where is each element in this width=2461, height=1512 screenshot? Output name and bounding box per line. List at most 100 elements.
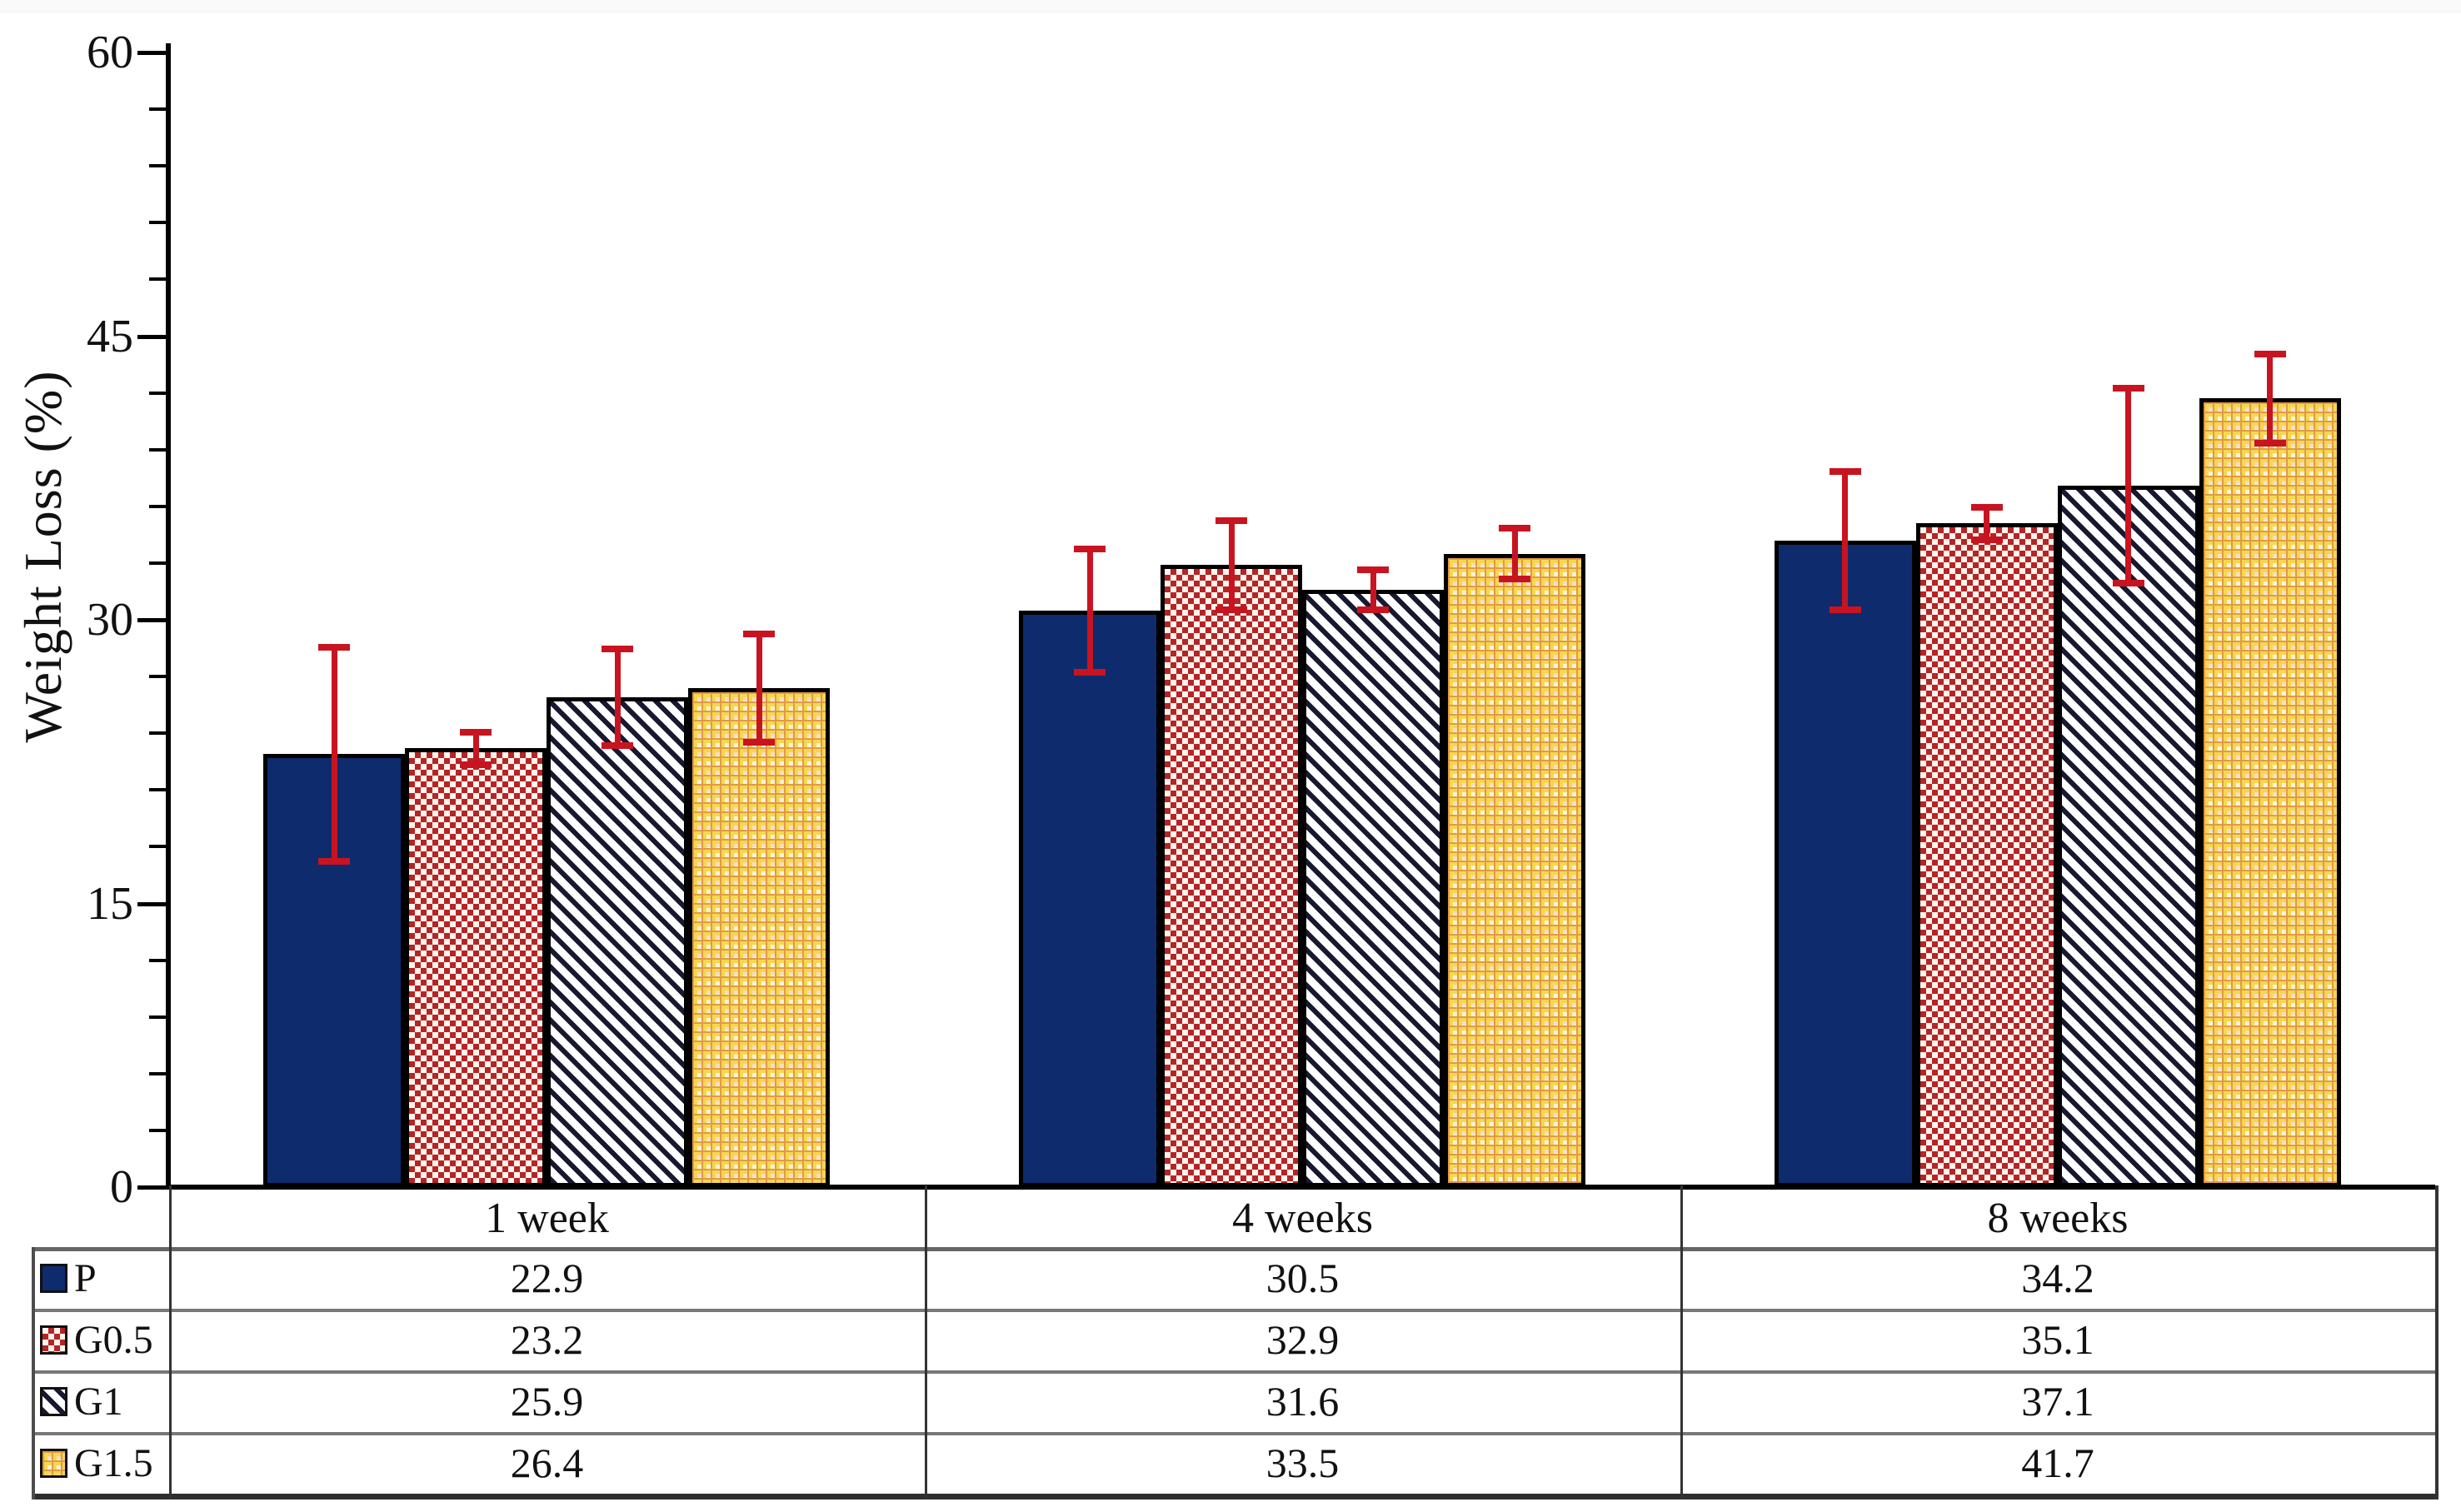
value-cell-G1-8-weeks: 37.1 [2021, 1378, 2094, 1425]
error-bar-cap-top-G1-1-week [602, 646, 634, 653]
error-bar-cap-bottom-G1-8-weeks [2112, 579, 2144, 586]
table-horizontal-line [32, 1309, 2439, 1312]
y-tick-9 [149, 1015, 166, 1019]
bar-P-8-weeks [1774, 540, 1916, 1187]
value-cell-G1.5-1-week: 26.4 [510, 1440, 584, 1486]
error-bar-line-G1-4-weeks [1370, 568, 1376, 611]
error-bar-cap-bottom-G0.5-1-week [460, 761, 492, 768]
error-bar-cap-bottom-G0.5-8-weeks [1970, 536, 2003, 543]
error-bar-cap-top-G1-4-weeks [1357, 566, 1389, 573]
error-bar-cap-bottom-G1-1-week [602, 742, 634, 750]
category-divider [1680, 1185, 1683, 1247]
table-horizontal-line [32, 1432, 2439, 1435]
error-bar-cap-bottom-P-8-weeks [1829, 606, 1861, 613]
value-cell-P-4-weeks: 30.5 [1265, 1255, 1340, 1301]
legend-swatch-G0.5 [40, 1325, 67, 1355]
value-cell-G0.5-8-weeks: 35.1 [2021, 1316, 2094, 1363]
error-bar-cap-bottom-G1-4-weeks [1357, 606, 1389, 613]
error-bar-line-G1-8-weeks [2125, 387, 2132, 584]
y-tick-3 [149, 1128, 166, 1132]
y-tick-45 [137, 334, 166, 339]
category-divider [169, 1185, 172, 1247]
legend-swatch-P [40, 1263, 67, 1293]
page-top-strip [0, 0, 2461, 12]
error-bar-cap-top-G1-8-weeks [2112, 384, 2144, 392]
legend-cell-G1.5: G1.5 [32, 1432, 169, 1494]
legend-cell-P: P [32, 1247, 169, 1309]
error-bar-cap-top-G1.5-8-weeks [2254, 350, 2286, 357]
table-vertical-line [1680, 1247, 1683, 1500]
table-vertical-line [169, 1247, 172, 1500]
error-bar-cap-bottom-G0.5-4-weeks [1216, 606, 1247, 613]
series-label-G1: G1 [74, 1379, 123, 1424]
category-label-8-weeks: 8 weeks [1987, 1195, 2129, 1242]
error-bar-line-P-4-weeks [1086, 547, 1093, 673]
table-vertical-line [32, 1247, 35, 1500]
error-bar-cap-top-G1.5-4-weeks [1499, 524, 1530, 531]
table-horizontal-line [32, 1494, 2439, 1500]
y-tick-12 [149, 958, 166, 962]
error-bar-cap-bottom-G1.5-8-weeks [2254, 439, 2286, 447]
table-vertical-line [2435, 1247, 2439, 1500]
y-tick-54 [149, 164, 166, 168]
value-cell-G1.5-8-weeks: 41.7 [2021, 1440, 2094, 1486]
bar-G0.5-4-weeks [1161, 565, 1302, 1187]
y-tick-label-0: 0 [110, 1161, 133, 1213]
y-tick-label-15: 15 [87, 877, 133, 930]
legend-cell-G0.5: G0.5 [32, 1309, 169, 1370]
value-cell-P-8-weeks: 34.2 [2021, 1255, 2094, 1301]
value-cell-G1.5-4-weeks: 33.5 [1265, 1440, 1340, 1486]
error-bar-cap-bottom-P-1-week [318, 857, 351, 865]
y-tick-15 [137, 901, 166, 906]
series-label-G1.5: G1.5 [74, 1440, 153, 1485]
y-tick-39 [149, 447, 166, 452]
bar-G1-1-week [547, 697, 689, 1187]
error-bar-cap-top-G1.5-1-week [743, 630, 776, 637]
y-tick-27 [149, 675, 166, 679]
y-tick-30 [137, 618, 166, 622]
bar-G0.5-1-week [405, 748, 547, 1187]
error-bar-cap-bottom-P-4-weeks [1074, 668, 1106, 676]
error-bar-line-G1.5-1-week [756, 632, 762, 743]
series-label-P: P [74, 1255, 97, 1300]
table-horizontal-line [32, 1247, 2439, 1251]
y-tick-6 [149, 1071, 166, 1075]
error-bar-line-P-1-week [331, 646, 337, 862]
value-cell-G1-4-weeks: 31.6 [1265, 1378, 1340, 1425]
bar-G1.5-8-weeks [2199, 398, 2341, 1187]
error-bar-cap-top-P-4-weeks [1074, 545, 1106, 552]
error-bar-line-G1.5-4-weeks [1511, 526, 1518, 581]
y-tick-60 [137, 51, 166, 55]
y-tick-21 [149, 788, 166, 792]
error-bar-line-G0.5-8-weeks [1984, 506, 1990, 541]
bar-G1-8-weeks [2057, 485, 2199, 1187]
category-divider [2435, 1185, 2439, 1247]
error-bar-line-G0.5-4-weeks [1228, 519, 1235, 611]
bar-G0.5-8-weeks [1915, 523, 2058, 1187]
category-label-1-week: 1 week [485, 1195, 609, 1242]
y-tick-51 [149, 221, 166, 225]
table-vertical-line [925, 1247, 927, 1500]
legend-cell-G1: G1 [32, 1370, 169, 1432]
value-cell-G0.5-4-weeks: 32.9 [1265, 1316, 1340, 1363]
error-bar-line-G1-1-week [614, 648, 621, 747]
error-bar-line-G0.5-1-week [472, 731, 479, 766]
error-bar-cap-top-G0.5-4-weeks [1216, 516, 1247, 524]
bar-G1.5-4-weeks [1444, 553, 1585, 1187]
series-label-G0.5: G0.5 [74, 1317, 153, 1362]
error-bar-cap-bottom-G1.5-1-week [743, 738, 776, 746]
value-cell-P-1-week: 22.9 [510, 1255, 584, 1301]
y-tick-label-45: 45 [87, 310, 133, 362]
error-bar-line-G1.5-8-weeks [2267, 352, 2274, 444]
error-bar-cap-top-P-8-weeks [1829, 467, 1861, 475]
error-bar-cap-top-G0.5-8-weeks [1970, 503, 2003, 511]
bar-G1-4-weeks [1302, 589, 1444, 1187]
table-horizontal-line [32, 1370, 2439, 1374]
y-tick-label-60: 60 [87, 27, 133, 78]
x-axis [166, 1185, 2435, 1190]
y-tick-24 [149, 731, 166, 736]
bar-G1.5-1-week [688, 687, 831, 1187]
y-tick-0 [137, 1185, 166, 1190]
value-cell-G0.5-1-week: 23.2 [510, 1316, 584, 1363]
